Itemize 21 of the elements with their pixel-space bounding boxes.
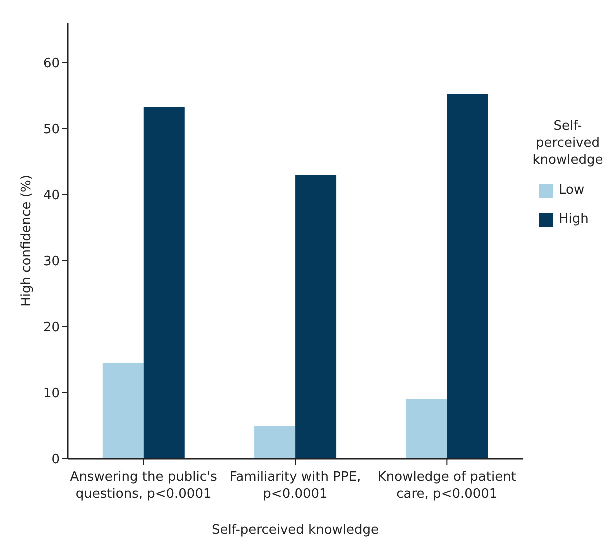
- bar: [406, 400, 448, 459]
- legend-label: High: [559, 212, 589, 227]
- bar: [296, 174, 337, 459]
- y-tick-label: 10: [43, 386, 60, 402]
- x-axis-title: Self-perceived knowledge: [212, 523, 380, 538]
- x-tick-label: Familiarity with PPE, p<0.0001: [230, 470, 362, 502]
- bar: [102, 363, 144, 459]
- bar: [144, 108, 185, 459]
- y-tick-label: 20: [43, 320, 60, 336]
- y-tick-label: 30: [43, 254, 60, 270]
- x-tick-label: Answering the public's questions, p<0.0001: [70, 470, 218, 502]
- y-tick-label: 0: [52, 452, 60, 468]
- y-tick-label: 40: [43, 188, 60, 204]
- y-axis-title: High confidence (%): [20, 175, 35, 307]
- bar: [254, 426, 296, 459]
- legend-label: Low: [559, 183, 585, 198]
- y-tick-label: 60: [43, 56, 60, 72]
- legend-title: Self-perceived knowledge: [532, 118, 604, 169]
- y-tick-label: 50: [43, 122, 60, 138]
- x-tick-label: Knowledge of patient care, p<0.0001: [378, 470, 516, 502]
- bar: [447, 94, 488, 459]
